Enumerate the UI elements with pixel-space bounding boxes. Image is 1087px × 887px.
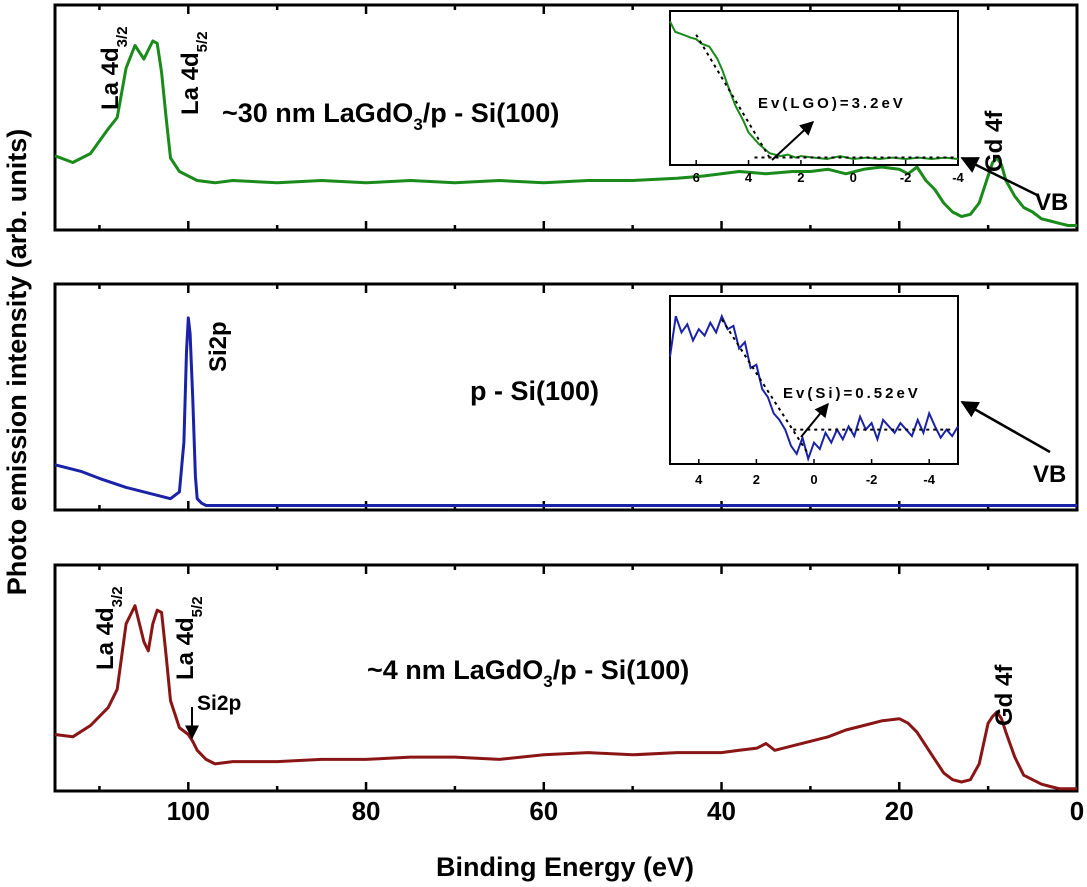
x-tick-label: 0: [1070, 796, 1084, 826]
axis-ticks: [98, 5, 1079, 791]
panel-2-frame: [53, 282, 1079, 512]
inset-1-fit-line: [695, 34, 771, 159]
inset-tick-label: 4: [695, 472, 703, 487]
inset-2-curve: [669, 313, 959, 463]
series-line-4nm: [54, 604, 1077, 791]
si2p-label-p2: Si2p: [205, 321, 232, 372]
inset-1: 6 4 2 0 -2 -4 Ev(LGO)=3.2eV: [669, 10, 965, 185]
la4d52-label-p3: La 4d5/2: [172, 596, 206, 680]
x-tick-label: 80: [352, 796, 381, 826]
inset-tick-label: 2: [753, 472, 760, 487]
inset-2: 4 2 0 -2 -4 Ev(Si)=0.52eV: [669, 295, 959, 487]
panel-3-frame: [53, 563, 1079, 793]
panel-2-title: p - Si(100): [470, 376, 599, 406]
series-line-30nm: [54, 39, 1077, 227]
inset-2-frame: [669, 295, 959, 465]
vb-arrow-p2: [960, 400, 1051, 454]
inset-tick-label: 6: [693, 170, 700, 185]
panel-1-frame: [53, 3, 1079, 232]
inset-tick-label: -2: [900, 170, 912, 185]
inset-2-arrow: [800, 402, 829, 438]
inset-1-ticks: 6 4 2 0 -2 -4: [693, 160, 965, 185]
inset-tick-label: -4: [923, 472, 935, 487]
la4d52-label-p1: La 4d5/2: [177, 31, 211, 115]
inset-2-label: Ev(Si)=0.52eV: [783, 385, 921, 402]
y-axis-label: Photo emission intensity (arb. units): [2, 129, 32, 596]
inset-1-curve: [669, 20, 959, 161]
inset-2-fit-line: [720, 318, 810, 455]
x-tick-label: 60: [529, 796, 558, 826]
la4d32-label-p3: La 4d3/2: [92, 586, 126, 670]
inset-1-label: Ev(LGO)=3.2eV: [758, 95, 906, 112]
x-tick-label: 100: [167, 796, 210, 826]
inset-tick-label: 4: [745, 170, 753, 185]
inset-1-arrow: [771, 121, 815, 161]
inset-tick-label: 2: [797, 170, 804, 185]
panel-1-title: ~30 nm LaGdO3/p - Si(100): [222, 98, 559, 134]
x-tick-label: 20: [885, 796, 914, 826]
inset-1-frame: [669, 10, 959, 166]
la4d32-label-p1: La 4d3/2: [97, 26, 131, 110]
series-line-si: [54, 316, 1077, 507]
inset-tick-label: -4: [952, 170, 964, 185]
inset-tick-label: 0: [850, 170, 857, 185]
si2p-label-p3: Si2p: [197, 692, 241, 715]
vb-arrow-p1: [960, 156, 1038, 197]
x-tick-label: 40: [707, 796, 736, 826]
x-tick-labels: 100 80 60 40 20 0: [167, 796, 1085, 826]
inset-tick-label: 0: [810, 472, 817, 487]
inset-2-ticks: 4 2 0 -2 -4: [695, 459, 936, 487]
vb-label-p1: VB: [1035, 189, 1068, 216]
gd4f-label-p1: Gd 4f: [981, 110, 1008, 172]
panel-3-title: ~4 nm LaGdO3/p - Si(100): [367, 655, 689, 691]
gd4f-label-p3: Gd 4f: [991, 664, 1018, 726]
inset-tick-label: -2: [866, 472, 878, 487]
x-axis-label: Binding Energy (eV): [436, 852, 694, 882]
vb-label-p2: VB: [1033, 461, 1066, 488]
